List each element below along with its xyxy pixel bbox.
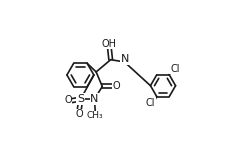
Text: CH₃: CH₃ (87, 112, 104, 120)
Text: OH: OH (101, 39, 116, 49)
Text: Cl: Cl (170, 63, 180, 74)
Text: O: O (64, 95, 72, 105)
Text: S: S (77, 94, 84, 104)
Text: N: N (90, 94, 99, 104)
Text: Cl: Cl (146, 98, 155, 108)
Text: O: O (75, 109, 83, 119)
Text: O: O (113, 81, 121, 91)
Text: N: N (121, 54, 129, 64)
